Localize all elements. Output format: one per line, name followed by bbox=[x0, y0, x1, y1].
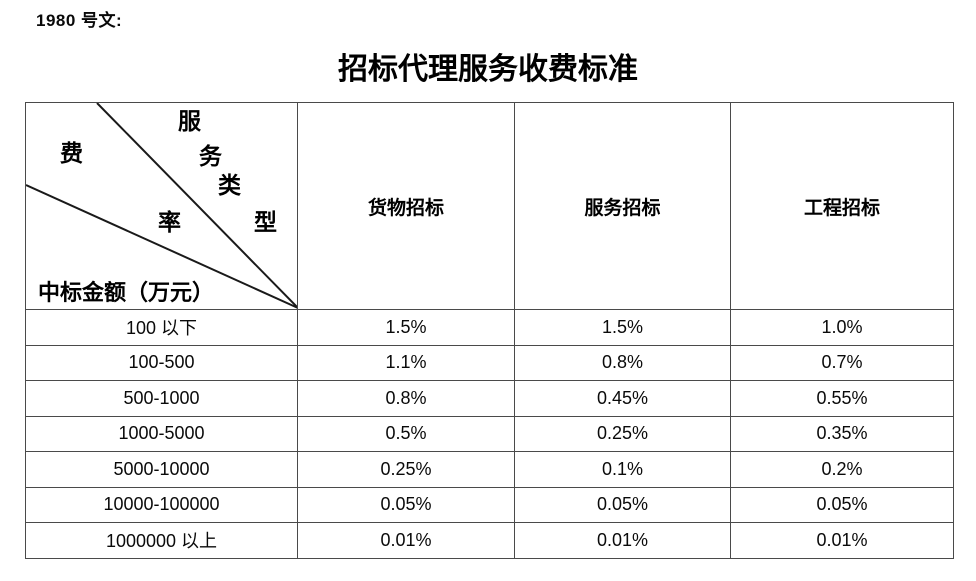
fee-value-cell: 0.45% bbox=[514, 380, 731, 417]
fee-value-cell: 0.7% bbox=[730, 344, 954, 381]
fee-value-cell: 0.8% bbox=[514, 344, 731, 381]
fee-rate-char-2: 率 bbox=[158, 209, 181, 236]
fee-value-cell: 0.2% bbox=[730, 451, 954, 488]
page-title: 招标代理服务收费标准 bbox=[338, 52, 638, 87]
table-corner-cell: 服 费 务 类 率 型 中标金额（万元） bbox=[25, 102, 298, 310]
table-row: 500-1000 0.8% 0.45% 0.55% bbox=[25, 380, 954, 417]
column-header-service: 服务招标 bbox=[514, 102, 731, 310]
table-row: 5000-10000 0.25% 0.1% 0.2% bbox=[25, 451, 954, 488]
table-row: 1000000 以上 0.01% 0.01% 0.01% bbox=[25, 522, 954, 559]
table-row: 100 以下 1.5% 1.5% 1.0% bbox=[25, 309, 954, 346]
fee-value-cell: 0.1% bbox=[514, 451, 731, 488]
service-type-char-4: 型 bbox=[254, 209, 277, 236]
amount-range-cell: 100 以下 bbox=[25, 309, 298, 346]
amount-range-cell: 1000000 以上 bbox=[25, 522, 298, 559]
fee-value-cell: 0.01% bbox=[297, 522, 515, 559]
fee-value-cell: 0.5% bbox=[297, 415, 515, 452]
table-row: 10000-100000 0.05% 0.05% 0.05% bbox=[25, 486, 954, 523]
fee-value-cell: 1.5% bbox=[514, 309, 731, 346]
amount-range-cell: 1000-5000 bbox=[25, 415, 298, 452]
row-axis-label: 中标金额（万元） bbox=[38, 280, 215, 306]
fee-value-cell: 0.8% bbox=[297, 380, 515, 417]
fee-value-cell: 0.35% bbox=[730, 415, 954, 452]
amount-range-cell: 5000-10000 bbox=[25, 451, 298, 488]
fee-value-cell: 0.25% bbox=[297, 451, 515, 488]
doc-number: 1980 号文: bbox=[36, 11, 123, 30]
service-type-char-3: 类 bbox=[218, 172, 241, 199]
fee-value-cell: 0.01% bbox=[730, 522, 954, 559]
fee-value-cell: 0.05% bbox=[730, 486, 954, 523]
service-type-char-1: 服 bbox=[178, 108, 201, 135]
table-row: 100-500 1.1% 0.8% 0.7% bbox=[25, 344, 954, 381]
fee-value-cell: 1.0% bbox=[730, 309, 954, 346]
column-header-goods: 货物招标 bbox=[297, 102, 515, 310]
fee-value-cell: 0.25% bbox=[514, 415, 731, 452]
table-header-row: 服 费 务 类 率 型 中标金额（万元） 货物招标 服务招标 工程招标 bbox=[25, 102, 954, 310]
fee-value-cell: 0.05% bbox=[514, 486, 731, 523]
fee-value-cell: 1.5% bbox=[297, 309, 515, 346]
fee-table: 服 费 务 类 率 型 中标金额（万元） 货物招标 服务招标 工程招标 100 … bbox=[25, 102, 954, 559]
table-row: 1000-5000 0.5% 0.25% 0.35% bbox=[25, 415, 954, 452]
column-header-engineering: 工程招标 bbox=[730, 102, 954, 310]
amount-range-cell: 100-500 bbox=[25, 344, 298, 381]
fee-rate-char-1: 费 bbox=[60, 140, 83, 167]
fee-value-cell: 0.01% bbox=[514, 522, 731, 559]
diagonal-divider-lines bbox=[26, 103, 297, 309]
service-type-char-2: 务 bbox=[199, 143, 222, 170]
amount-range-cell: 500-1000 bbox=[25, 380, 298, 417]
fee-value-cell: 0.05% bbox=[297, 486, 515, 523]
amount-range-cell: 10000-100000 bbox=[25, 486, 298, 523]
fee-value-cell: 0.55% bbox=[730, 380, 954, 417]
fee-value-cell: 1.1% bbox=[297, 344, 515, 381]
